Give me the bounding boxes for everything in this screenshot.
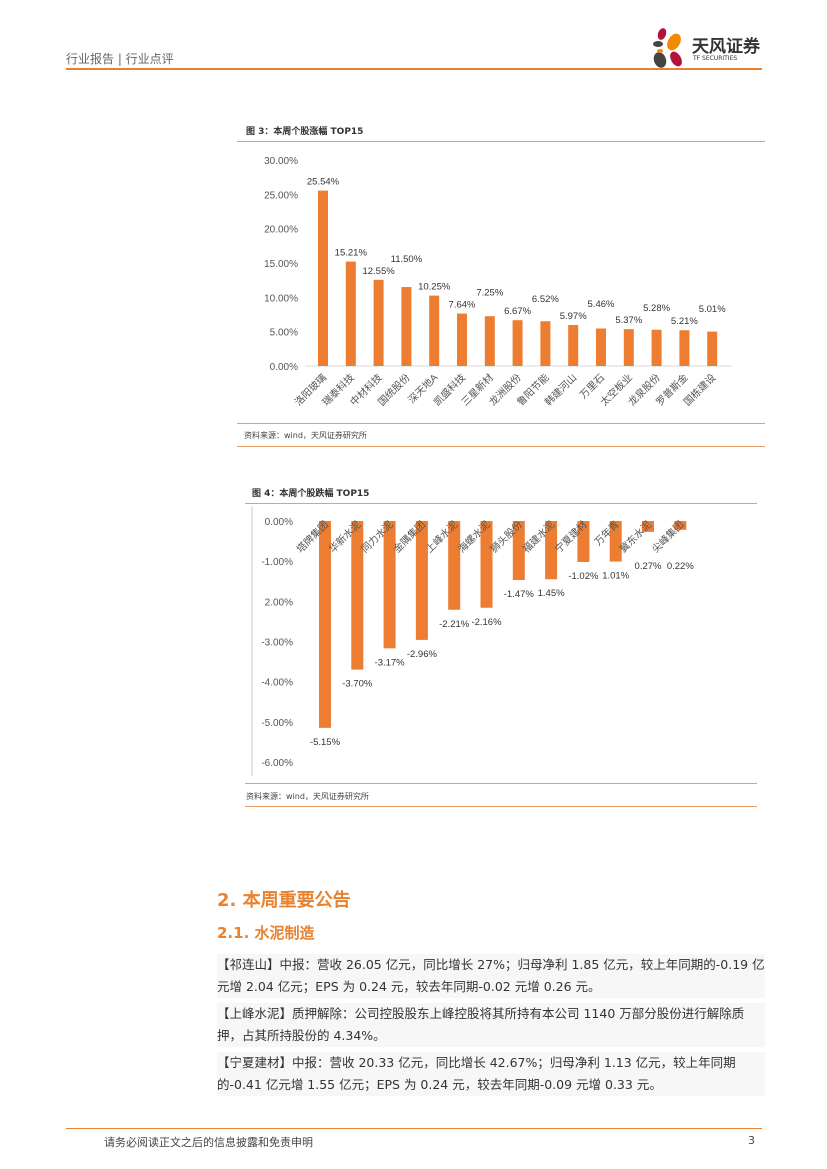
data-label: 11.50%: [391, 254, 423, 265]
bar-罗普斯金: [679, 330, 690, 366]
data-label: -3.17%: [375, 657, 406, 668]
figure4-bottom-rule: [245, 806, 757, 807]
footer-disclaimer: 请务必阅读正文之后的信息披露和免责申明: [104, 1136, 313, 1149]
bar-上峰水泥: [448, 521, 461, 610]
data-label: 7.25%: [476, 288, 503, 299]
header-section-label: 行业报告 | 行业点评: [66, 52, 174, 66]
y-tick-label: 0.00%: [270, 362, 298, 373]
bar-尖峰集团: [674, 521, 687, 530]
footer-divider: [66, 1128, 762, 1129]
bar-三星新材: [484, 316, 495, 366]
data-label: 15.21%: [335, 248, 368, 259]
figure3-top-rule: [237, 141, 765, 142]
bar-冀东水泥: [642, 521, 654, 532]
data-label: 1.01%: [602, 571, 629, 582]
figure3-bar-chart: 0.00% 5.00% 10.00% 15.00% 20.00% 25.00% 30.00%…: [264, 156, 732, 408]
figure3-source-rule: [237, 423, 765, 424]
page-number: 3: [748, 1134, 755, 1147]
y-tick-label: 30.00%: [264, 156, 298, 167]
y-tick-label: 20.00%: [264, 225, 298, 236]
x-tick-label: 尖峰集团: [649, 518, 686, 555]
data-label: -1.02%: [568, 571, 599, 582]
y-tick-label: -3.00%: [261, 638, 293, 649]
bar-中材科技: [373, 279, 384, 366]
bar-龙泉股份: [651, 329, 662, 366]
bar-洛阳玻璃: [318, 190, 328, 366]
logo-text: 天风证券: [692, 37, 760, 57]
figure4-bar-chart: 0.00% -1.00% 2.00% -3.00% -4.00% -5.00% -6.00%…: [251, 506, 694, 776]
bar-金隅集团: [415, 521, 428, 640]
data-label: -2.21%: [439, 619, 470, 630]
bar-华新水泥: [351, 521, 364, 670]
figure3-source: 资料来源：wind，天风证券研究所: [244, 431, 367, 440]
bar-鲁阳节能: [540, 321, 551, 366]
figure3-title: 图 3：本周个股涨幅 TOP15: [246, 127, 364, 137]
figure4-source: 资料来源：wind，天风证券研究所: [246, 792, 369, 801]
bar-国栋建设: [707, 331, 718, 366]
bar-深天地A: [429, 295, 440, 366]
bar-龙洲股份: [512, 320, 523, 366]
data-label: 0.27%: [635, 561, 662, 572]
data-label: 5.28%: [643, 303, 670, 314]
figure4-source-rule: [245, 783, 757, 784]
data-label: 5.01%: [699, 304, 726, 315]
y-tick-label: 10.00%: [264, 293, 298, 304]
bar-太空板业: [623, 329, 634, 366]
y-tick-label: -5.00%: [261, 718, 293, 729]
data-label: 5.37%: [615, 315, 642, 326]
data-label: 5.97%: [560, 311, 587, 322]
bar-万里石: [596, 328, 606, 366]
bar-福建水泥: [545, 521, 558, 580]
data-label: 10.25%: [418, 282, 451, 293]
announcement-qilianshan: 【祁连山】中报：营收 26.05 亿元，同比增长 27%；归母净利 1.85 亿…: [217, 954, 765, 998]
y-tick-label: -6.00%: [261, 758, 293, 769]
bar-韩建河山: [568, 325, 579, 366]
data-label: 6.67%: [504, 306, 531, 317]
header-divider: [66, 68, 762, 70]
data-label: 25.54%: [307, 177, 340, 188]
y-tick-label: 15.00%: [264, 259, 298, 270]
data-label: -2.16%: [471, 617, 502, 628]
announcement-shangfeng: 【上峰水泥】质押解除：公司控股股东上峰控股将其所持有本公司 1140 万部分股份…: [217, 1003, 765, 1047]
data-label: -3.70%: [342, 679, 373, 690]
announcement-ningxia: 【宁夏建材】中报：营收 20.33 亿元，同比增长 42.67%；归母净利 1.…: [217, 1052, 765, 1096]
flower-logo-icon: [653, 28, 682, 68]
y-tick-label: 2.00%: [265, 597, 293, 608]
y-tick-label: -4.00%: [261, 678, 293, 689]
y-tick-label: 5.00%: [270, 328, 298, 339]
data-label: 7.64%: [449, 300, 476, 311]
logo-subtext: TF SECURITIES: [693, 55, 738, 62]
data-label: -2.96%: [407, 649, 438, 660]
data-label: 12.55%: [362, 266, 395, 277]
bar-同力水泥: [383, 521, 396, 649]
figure3-bottom-rule: [237, 446, 765, 447]
data-label: 0.22%: [667, 561, 694, 572]
bar-海螺水泥: [480, 521, 493, 608]
data-label: -5.15%: [310, 737, 341, 748]
y-tick-label: -1.00%: [261, 557, 293, 568]
data-label: -1.47%: [504, 589, 535, 600]
bar-国统股份: [401, 287, 412, 366]
section-heading: 2. 本周重要公告: [217, 890, 351, 911]
subsection-heading: 2.1. 水泥制造: [217, 924, 315, 942]
x-tick-label: 冀东水泥: [617, 518, 654, 555]
bar-万年青: [609, 521, 622, 562]
figure4-title: 图 4：本周个股跌幅 TOP15: [252, 489, 370, 499]
data-label: 5.21%: [671, 316, 698, 327]
data-label: 1.45%: [538, 588, 565, 599]
bar-瑞泰科技: [345, 261, 356, 366]
company-logo: 天风证券 TF SECURITIES: [652, 26, 762, 70]
bar-凯盛科技: [457, 313, 467, 366]
bar-狮头股份: [512, 521, 525, 581]
y-tick-label: 25.00%: [264, 190, 298, 201]
y-tick-label: 0.00%: [265, 517, 293, 528]
data-label: 6.52%: [532, 294, 559, 305]
figure4-top-rule: [245, 503, 757, 504]
data-label: 5.46%: [588, 299, 615, 310]
bar-塔牌集团: [319, 521, 331, 728]
bar-宁夏建材: [577, 521, 590, 562]
